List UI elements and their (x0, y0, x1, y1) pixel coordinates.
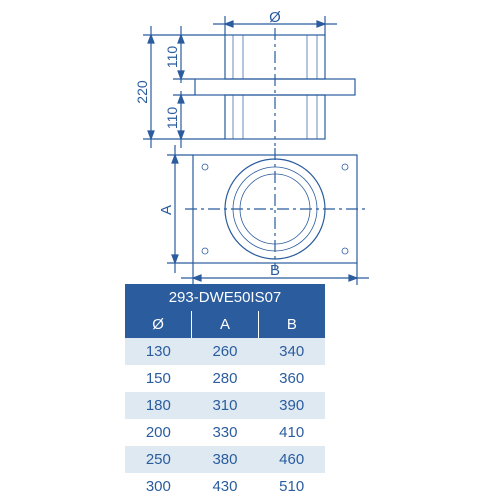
plan-drawing: B A (95, 140, 395, 290)
table-cell: 510 (258, 473, 325, 500)
dim-h-upper: 110 (164, 46, 180, 69)
col-header: A (192, 311, 259, 338)
table-cell: 360 (258, 365, 325, 392)
dim-h-lower: 110 (164, 107, 180, 130)
table-cell: 300 (125, 473, 192, 500)
table-cell: 460 (258, 446, 325, 473)
dim-diameter: Ø (269, 10, 281, 26)
table-row: 200330410 (125, 419, 325, 446)
dim-h-total: 220 (134, 80, 150, 104)
table-row: 250380460 (125, 446, 325, 473)
table-cell: 390 (258, 392, 325, 419)
table-row: 150280360 (125, 365, 325, 392)
table-cell: 180 (125, 392, 192, 419)
dim-A: A (158, 205, 175, 215)
col-header: B (258, 311, 325, 338)
table-cell: 200 (125, 419, 192, 446)
table-row: 300430510 (125, 473, 325, 500)
dim-B: B (270, 262, 280, 279)
table-cell: 380 (192, 446, 259, 473)
table-cell: 340 (258, 338, 325, 365)
table-cell: 250 (125, 446, 192, 473)
table-cell: 310 (192, 392, 259, 419)
elevation-drawing: Ø 220 110 (95, 10, 395, 150)
table-cell: 260 (192, 338, 259, 365)
table-cell: 150 (125, 365, 192, 392)
table-row: 130260340 (125, 338, 325, 365)
table-title: 293-DWE50IS07 (125, 284, 325, 311)
table-cell: 130 (125, 338, 192, 365)
table-row: 180310390 (125, 392, 325, 419)
col-header: Ø (125, 311, 192, 338)
dimension-table: 293-DWE50IS07 ØAB 1302603401502803601803… (125, 284, 325, 500)
table-cell: 330 (192, 419, 259, 446)
table-cell: 430 (192, 473, 259, 500)
table-cell: 410 (258, 419, 325, 446)
table-cell: 280 (192, 365, 259, 392)
